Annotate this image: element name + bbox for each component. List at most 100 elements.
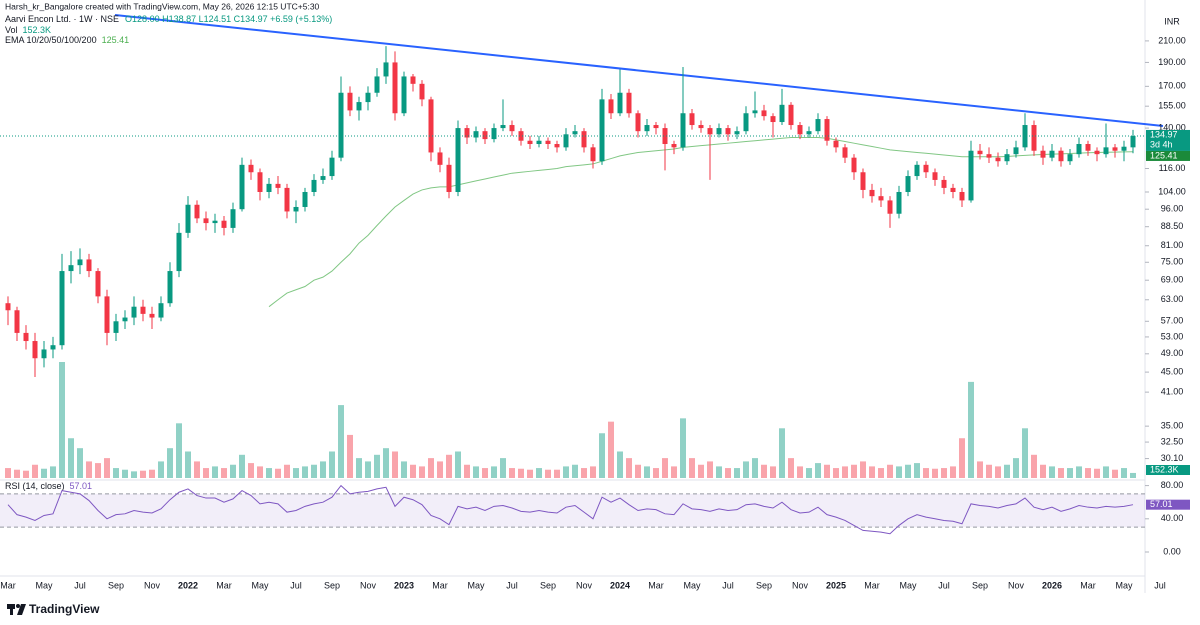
x-tick-label: 2022 (178, 580, 198, 590)
x-tick-label: Sep (972, 580, 988, 590)
volume-bar (5, 468, 11, 478)
x-tick-label: Mar (216, 580, 232, 590)
candle-body (1085, 144, 1091, 151)
candle-body (1121, 146, 1127, 151)
candle-body (896, 191, 902, 214)
volume-bar (149, 469, 155, 478)
y-tick-label: 210.00 (1158, 35, 1186, 45)
candle-body (644, 125, 650, 132)
candle-body (869, 189, 875, 197)
volume-bar (158, 461, 164, 478)
x-tick-label: Jul (74, 580, 86, 590)
x-tick-label: Jul (722, 580, 734, 590)
candle-body (752, 110, 758, 114)
candle-body (698, 125, 704, 129)
candle-body (842, 147, 848, 158)
volume-bar (770, 466, 776, 478)
candle-body (986, 154, 992, 158)
volume-bar (338, 405, 344, 478)
volume-bar (482, 468, 488, 478)
volume-bar (599, 433, 605, 478)
y-tick-label: 41.00 (1161, 387, 1184, 397)
volume-bar (383, 448, 389, 478)
volume-bar (860, 461, 866, 478)
volume-bar (50, 466, 56, 478)
volume-bar (680, 418, 686, 478)
symbol: Aarvi Encon Ltd. · 1W · NSE (5, 14, 119, 24)
volume-bar (1085, 468, 1091, 478)
x-tick-label: Jul (290, 580, 302, 590)
candle-body (653, 125, 659, 129)
volume-bar (401, 461, 407, 478)
volume-bar (455, 451, 461, 478)
volume-bar (203, 468, 209, 478)
volume-bar (617, 451, 623, 478)
volume-bar (428, 458, 434, 478)
candle-body (860, 172, 866, 190)
candle-body (77, 259, 83, 266)
volume-bar (275, 468, 281, 478)
candle-body (95, 271, 101, 297)
x-tick-label: Sep (756, 580, 772, 590)
candle-body (194, 204, 200, 219)
volume-bar (905, 464, 911, 478)
candle-body (797, 125, 803, 135)
candle-body (1103, 147, 1109, 155)
rsi-name: RSI (14, close) (5, 481, 65, 491)
candle-body (617, 92, 623, 114)
x-tick-label: Mar (864, 580, 880, 590)
candle-body (995, 157, 1001, 162)
ema-value: 125.41 (102, 35, 130, 45)
creator-line: Harsh_kr_Bangalore created with TradingV… (5, 1, 320, 11)
volume-bar (833, 468, 839, 478)
y-tick-label: 170.00 (1158, 81, 1186, 91)
candle-body (761, 110, 767, 117)
y-tick-label: 63.00 (1161, 294, 1184, 304)
candle-body (149, 313, 155, 318)
volume-bar (1049, 466, 1055, 478)
x-tick-label: 2025 (826, 580, 846, 590)
candle-body (383, 62, 389, 77)
volume-bar (464, 464, 470, 478)
y-tick-label: 96.00 (1161, 204, 1184, 214)
last-price-label: 134.97 (1150, 129, 1178, 139)
volume-bar (968, 381, 974, 478)
x-tick-label: Jul (938, 580, 950, 590)
x-tick-label: May (251, 580, 269, 590)
volume-bar (77, 448, 83, 478)
candle-body (734, 131, 740, 135)
volume-bar (365, 461, 371, 478)
candle-body (50, 345, 56, 350)
volume-bar (356, 458, 362, 478)
volume-bar (518, 468, 524, 478)
y-tick-label: 81.00 (1161, 240, 1184, 250)
volume-bar (824, 464, 830, 478)
volume-bar (320, 461, 326, 478)
candle-body (473, 131, 479, 138)
y-tick-label: 104.00 (1158, 186, 1186, 196)
x-tick-label: Sep (108, 580, 124, 590)
candle-body (527, 140, 533, 145)
volume-bar (1130, 472, 1136, 478)
candle-body (122, 317, 128, 322)
candle-body (545, 140, 551, 145)
candle-body (356, 102, 362, 111)
volume-bar (293, 468, 299, 478)
candle-body (1022, 125, 1028, 148)
volume-bar (311, 464, 317, 478)
volume-bar (95, 463, 101, 478)
candle-body (509, 125, 515, 132)
candle-body (266, 183, 272, 192)
candle-body (1076, 144, 1082, 155)
volume-bar (284, 464, 290, 478)
volume-bar (14, 469, 20, 478)
volume-bar (212, 466, 218, 478)
candle-body (878, 196, 884, 201)
x-tick-label: May (899, 580, 917, 590)
volume-bar (716, 466, 722, 478)
candle-body (626, 92, 632, 114)
volume-bar (1112, 469, 1118, 478)
candle-body (851, 157, 857, 173)
volume-bar (959, 438, 965, 478)
volume-bar (698, 464, 704, 478)
